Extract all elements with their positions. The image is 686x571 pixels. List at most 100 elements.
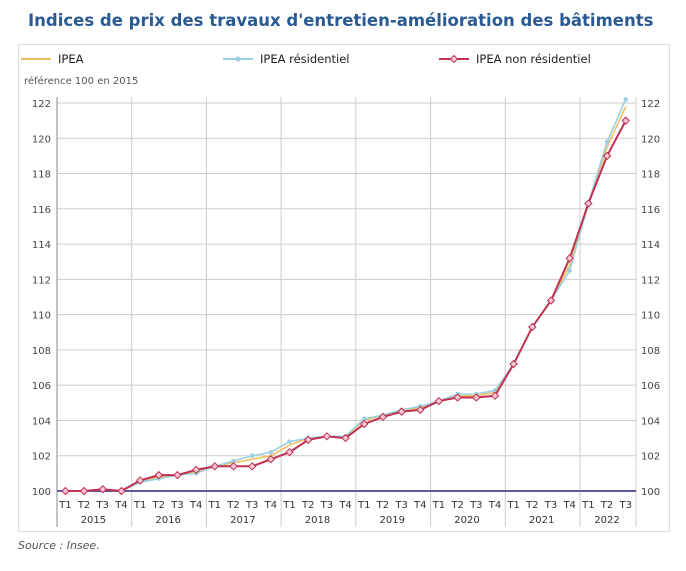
- legend-marker: [235, 56, 241, 62]
- x-tick-label: T3: [96, 500, 109, 511]
- data-point: [98, 485, 107, 494]
- data-point: [565, 253, 574, 263]
- data-point: [453, 393, 462, 402]
- y-axis-title: référence 100 en 2015: [24, 75, 138, 87]
- data-point: [154, 470, 163, 480]
- y-tick-label-left: 116: [32, 205, 51, 216]
- y-tick-label-right: 118: [641, 170, 660, 181]
- data-point: [285, 447, 294, 457]
- data-point: [546, 296, 556, 305]
- x-tick-label: T3: [245, 500, 258, 511]
- chart-title: Indices de prix des travaux d'entretien-…: [28, 11, 654, 30]
- data-point: [231, 458, 236, 464]
- data-point: [604, 139, 610, 145]
- x-tick-label: T2: [376, 500, 389, 511]
- x-tick-label: T1: [432, 500, 445, 511]
- y-tick-label-right: 114: [641, 240, 660, 251]
- y-tick-label-left: 108: [32, 346, 51, 357]
- x-tick-label: T2: [525, 500, 538, 511]
- year-label: 2022: [594, 515, 619, 526]
- y-tick-label-left: 104: [32, 416, 51, 427]
- x-tick-label: T3: [394, 500, 407, 511]
- x-tick-label: T1: [581, 500, 594, 511]
- x-tick-label: T2: [77, 500, 90, 511]
- legend-label: IPEA résidentiel: [260, 52, 350, 66]
- x-tick-label: T1: [357, 500, 370, 511]
- data-point: [247, 462, 257, 471]
- legend-label: IPEA non résidentiel: [476, 52, 591, 66]
- x-tick-label: T2: [226, 500, 239, 511]
- data-point: [249, 453, 255, 459]
- x-tick-label: T4: [189, 500, 202, 511]
- data-point: [117, 486, 126, 496]
- data-point: [361, 416, 367, 421]
- year-label: 2016: [155, 515, 180, 526]
- y-tick-label-left: 122: [32, 99, 51, 110]
- x-tick-label: T4: [114, 500, 127, 511]
- y-tick-label-right: 102: [641, 452, 660, 463]
- year-label: 2017: [230, 515, 255, 526]
- x-tick-label: T3: [618, 500, 631, 511]
- y-tick-label-right: 112: [641, 275, 660, 286]
- data-point: [397, 407, 406, 416]
- year-label: 2015: [81, 515, 106, 526]
- y-tick-label-left: 118: [32, 170, 51, 181]
- x-tick-label: T3: [469, 500, 482, 511]
- data-point: [509, 359, 518, 369]
- x-tick-label: T3: [544, 500, 557, 511]
- data-point: [268, 449, 274, 455]
- y-tick-label-right: 100: [641, 487, 660, 498]
- chart-frame: [18, 44, 670, 532]
- data-point: [623, 97, 629, 102]
- y-tick-label-left: 110: [32, 311, 51, 322]
- y-tick-label-right: 106: [641, 381, 660, 392]
- data-point: [584, 199, 593, 208]
- data-point: [341, 433, 350, 443]
- y-tick-label-left: 102: [32, 452, 51, 463]
- data-point: [304, 435, 313, 445]
- x-tick-label: T2: [152, 500, 165, 511]
- series-line-1: [65, 99, 627, 492]
- data-point: [567, 268, 572, 273]
- data-point: [621, 116, 630, 125]
- legend-label: IPEA: [58, 52, 84, 66]
- x-tick-label: T4: [562, 500, 575, 511]
- x-tick-label: T3: [170, 500, 183, 511]
- x-tick-label: T1: [506, 500, 519, 511]
- y-tick-label-left: 114: [32, 240, 51, 251]
- data-point: [472, 393, 481, 402]
- year-label: 2018: [305, 515, 330, 526]
- data-point: [173, 470, 182, 480]
- data-point: [79, 486, 89, 496]
- data-point: [266, 455, 276, 464]
- y-tick-label-right: 116: [641, 205, 660, 216]
- y-tick-label-right: 120: [641, 134, 660, 145]
- data-point: [416, 405, 425, 415]
- x-tick-label: T4: [338, 500, 351, 511]
- x-tick-label: T4: [413, 500, 426, 511]
- x-tick-label: T3: [320, 500, 333, 511]
- x-tick-label: T1: [208, 500, 221, 511]
- y-tick-label-left: 120: [32, 134, 51, 145]
- data-point: [492, 388, 498, 393]
- data-point: [210, 462, 220, 471]
- series-line-0: [65, 106, 627, 492]
- data-point: [135, 476, 145, 485]
- x-tick-label: T1: [133, 500, 146, 511]
- x-tick-label: T1: [58, 500, 71, 511]
- y-tick-label-right: 110: [641, 311, 660, 322]
- data-point: [287, 439, 292, 444]
- year-label: 2020: [454, 515, 479, 526]
- y-tick-label-right: 104: [641, 416, 660, 427]
- x-tick-label: T4: [488, 500, 501, 511]
- y-tick-label-left: 112: [32, 275, 51, 286]
- x-tick-label: T2: [450, 500, 463, 511]
- data-point: [229, 462, 238, 471]
- data-point: [61, 486, 70, 496]
- data-point: [378, 412, 388, 422]
- y-tick-label-left: 106: [32, 381, 51, 392]
- legend-marker: [449, 54, 459, 64]
- x-tick-label: T2: [600, 500, 613, 511]
- data-point: [360, 419, 369, 429]
